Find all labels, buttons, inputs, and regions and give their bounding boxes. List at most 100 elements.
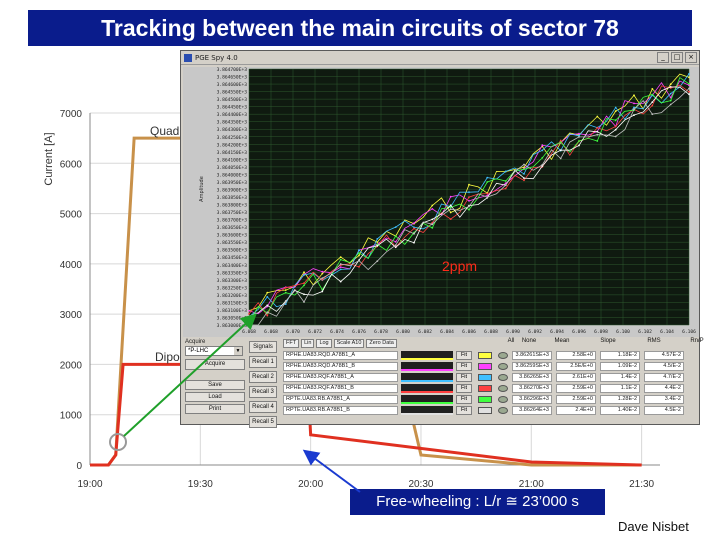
close-button[interactable]: × bbox=[685, 52, 697, 63]
channel-color-swatch[interactable] bbox=[478, 351, 492, 359]
fit-button[interactable]: Fit bbox=[456, 361, 472, 371]
minimize-button[interactable]: _ bbox=[657, 52, 669, 63]
fit-button[interactable]: Fit bbox=[456, 383, 472, 393]
spy-trace-point bbox=[339, 263, 342, 265]
load-button[interactable]: Load bbox=[185, 392, 245, 402]
spy-trace-point bbox=[321, 270, 324, 273]
x-tick-label: 21:00 bbox=[519, 479, 544, 490]
spy-trace-point bbox=[413, 241, 415, 244]
spy-trace-point bbox=[669, 86, 672, 88]
y-tick-label: 3000 bbox=[60, 310, 83, 321]
channel-mean: 3.86261SE+3 bbox=[512, 350, 552, 360]
channel-rnp: 4.5E-2 bbox=[644, 405, 684, 415]
lin-toggle[interactable]: Lin bbox=[301, 339, 315, 348]
channel-rnp: 3.4E-2 bbox=[644, 394, 684, 404]
spy-plot: 3.864700E+3 3.864650E+33.864600E+3 3.86455… bbox=[183, 67, 699, 337]
fit-button[interactable]: Fit bbox=[456, 394, 472, 404]
spy-trace-point bbox=[431, 204, 434, 207]
acquire-button[interactable]: Acquire bbox=[185, 359, 245, 370]
channel-led-icon[interactable] bbox=[498, 373, 508, 381]
channel-row: RPHE.UA83.RQD.A78B1_B Fit 3.86259SE+3 2.5E/… bbox=[283, 361, 695, 371]
zero-data-button[interactable]: Zero Data bbox=[366, 339, 397, 348]
device-select[interactable]: *P-LHC ▼ bbox=[185, 346, 243, 356]
spy-x-tick-label: 6.096 bbox=[572, 329, 586, 335]
channel-color-swatch[interactable] bbox=[478, 362, 492, 370]
spy-trace-point bbox=[541, 163, 544, 166]
spy-y-tick-label: 3.863100E+3 bbox=[217, 308, 248, 314]
recall-2-button[interactable]: Recall 2 bbox=[249, 371, 277, 383]
spy-trace-point bbox=[669, 92, 672, 95]
spy-trace-point bbox=[248, 313, 250, 315]
table-header-none[interactable]: None bbox=[521, 338, 537, 344]
channel-led-icon[interactable] bbox=[498, 351, 508, 359]
fft-toggle[interactable]: FFT bbox=[283, 339, 300, 348]
channel-led-icon[interactable] bbox=[498, 395, 508, 403]
channel-color-swatch[interactable] bbox=[478, 384, 492, 392]
save-button[interactable]: Save bbox=[185, 380, 245, 390]
spy-trace-point bbox=[413, 222, 415, 225]
spy-trace-point bbox=[248, 315, 250, 317]
spy-trace-point bbox=[376, 244, 379, 247]
table-header-all[interactable]: All bbox=[507, 338, 515, 344]
channel-waveform bbox=[401, 372, 453, 382]
signals-panel: Signals Recall 1 Recall 2 Recall 3 Recal… bbox=[249, 338, 279, 428]
spy-trace-point bbox=[248, 324, 250, 326]
spy-y-tick-label: 3.863250E+3 bbox=[217, 285, 248, 291]
channel-color-swatch[interactable] bbox=[478, 395, 492, 403]
spy-y-tick-label: 3.864450E+3 bbox=[217, 105, 248, 111]
chevron-down-icon: ▼ bbox=[234, 347, 242, 355]
spy-trace-point bbox=[449, 218, 452, 221]
spy-trace-point bbox=[284, 301, 287, 303]
series-label-quadr: Quadr bbox=[150, 124, 183, 138]
spy-trace-point bbox=[486, 196, 489, 199]
spy-x-tick-label: 6.094 bbox=[550, 329, 564, 335]
spy-y-tick-label: 3.863450E+3 bbox=[217, 255, 248, 261]
fit-button[interactable]: Fit bbox=[456, 405, 472, 415]
signals-button[interactable]: Signals bbox=[249, 341, 277, 353]
spy-trace-point bbox=[486, 194, 489, 197]
channel-color-swatch[interactable] bbox=[478, 373, 492, 381]
spy-trace-point bbox=[321, 279, 324, 281]
spy-trace-point bbox=[413, 227, 415, 230]
channel-row: RPHE.UA83.RQD.A78B1_A Fit 3.86261SE+3 2.58E… bbox=[283, 350, 695, 360]
spy-trace-point bbox=[614, 128, 617, 131]
recall-5-button[interactable]: Recall 5 bbox=[249, 416, 277, 428]
channel-color-swatch[interactable] bbox=[478, 406, 492, 414]
scale-checkbox[interactable]: Scale A10 bbox=[333, 339, 365, 348]
spy-trace-point bbox=[449, 211, 452, 214]
channel-slope: 2.4E+0 bbox=[556, 405, 596, 415]
channel-slope: 2.59E+0 bbox=[556, 383, 596, 393]
maximize-button[interactable]: □ bbox=[671, 52, 683, 63]
spy-trace-point bbox=[394, 244, 397, 247]
channel-led-icon[interactable] bbox=[498, 406, 508, 414]
spy-controls: Acquire *P-LHC ▼ Acquire Save Load Print… bbox=[185, 338, 704, 428]
fit-button[interactable]: Fit bbox=[456, 350, 472, 360]
print-button[interactable]: Print bbox=[185, 404, 245, 414]
spy-trace-point bbox=[266, 296, 269, 298]
spy-trace-point bbox=[394, 240, 397, 243]
spy-trace-point bbox=[523, 163, 525, 166]
spy-trace-point bbox=[688, 84, 690, 87]
log-toggle[interactable]: Log bbox=[316, 339, 332, 348]
spy-x-tick-label: 6.082 bbox=[418, 329, 432, 335]
spy-trace-point bbox=[339, 280, 342, 283]
spy-trace-point bbox=[651, 88, 654, 90]
fit-button[interactable]: Fit bbox=[456, 372, 472, 382]
spy-x-tick-label: 6.090 bbox=[506, 329, 520, 335]
spy-trace-point bbox=[504, 180, 507, 182]
spy-trace-point bbox=[486, 192, 489, 195]
channel-slope: 2.59E+0 bbox=[556, 394, 596, 404]
spy-y-tick-label: 3.864000E+3 bbox=[217, 172, 248, 178]
recall-3-button[interactable]: Recall 3 bbox=[249, 386, 277, 398]
spy-y-tick-label: 3.863950E+3 bbox=[217, 180, 248, 186]
spy-y-tick-label: 3.863500E+3 bbox=[217, 248, 248, 254]
spy-trace-point bbox=[669, 96, 672, 99]
spy-trace-point bbox=[614, 106, 617, 109]
y-tick-label: 7000 bbox=[60, 109, 83, 120]
spy-y-tick-label: 3.864300E+3 bbox=[217, 127, 248, 133]
recall-4-button[interactable]: Recall 4 bbox=[249, 401, 277, 413]
channel-led-icon[interactable] bbox=[498, 362, 508, 370]
recall-1-button[interactable]: Recall 1 bbox=[249, 356, 277, 368]
channel-led-icon[interactable] bbox=[498, 384, 508, 392]
x-tick-label: 21:30 bbox=[629, 479, 654, 490]
